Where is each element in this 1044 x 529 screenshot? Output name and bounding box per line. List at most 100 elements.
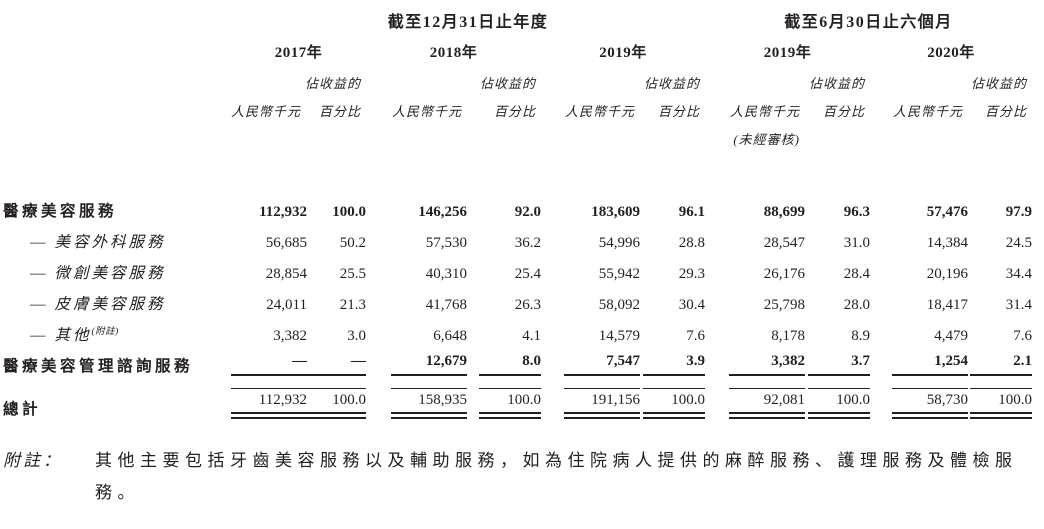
period-group-interim: 截至6月30日止六個月: [784, 14, 953, 31]
value-cell: 50.2: [291, 221, 366, 252]
value-cell: 7.6: [640, 314, 705, 345]
value: 8.9: [851, 328, 871, 344]
value-cell: 12,679: [366, 345, 467, 376]
value-cell: —: [291, 345, 366, 376]
value-cell: 100.0: [640, 388, 706, 419]
value-cell: 36.2: [467, 221, 541, 252]
value: 100.0: [304, 388, 366, 419]
value-cell: 183,609: [541, 190, 640, 221]
value: 29.3: [678, 266, 706, 282]
value: 41,768: [425, 297, 467, 313]
period-group-annual: 截至12月31日止年度: [387, 14, 549, 31]
value-cell: 14,384: [870, 221, 968, 252]
value: 57,476: [926, 204, 969, 220]
value-cell: 28.8: [640, 221, 705, 252]
value: 97.9: [1005, 204, 1033, 220]
value: 100.0: [643, 388, 706, 419]
row-label: 總計: [3, 388, 231, 419]
value-cell: 100.0: [291, 190, 366, 221]
value-cell: 100.0: [467, 388, 541, 419]
value-cell: 28,547: [705, 221, 805, 252]
table-row: 醫療美容管理諮詢服務 — — 12,679 8.0 7,547 3.9 3,382 3.7 1,2…: [3, 345, 1033, 376]
value: 112,932: [259, 204, 307, 220]
value-cell: 100.0: [805, 388, 871, 419]
table-row: — 其他(附註) 3,382 3.0 6,648 4.1 14,579 7.6 8,178 8.9…: [3, 314, 1032, 345]
value-cell: 55,942: [541, 252, 640, 283]
row-label: 醫療美容服務: [3, 190, 231, 221]
header-spacer: [870, 62, 968, 92]
header-spacer: [805, 120, 870, 148]
value: 40,310: [425, 266, 467, 282]
unaudited-note: (未經審核): [733, 132, 801, 147]
row-label: — 微創美容服務: [3, 252, 231, 283]
header-spacer: [541, 62, 640, 92]
pct-of-revenue-header: 佔收益的: [644, 76, 701, 91]
pct-of-revenue-header: 佔收益的: [809, 76, 866, 91]
value: 28.0: [843, 297, 871, 313]
value-cell: 3.9: [640, 345, 706, 376]
value: 96.3: [843, 204, 871, 220]
value-cell: 92,081: [705, 388, 806, 419]
value: 26,176: [763, 266, 806, 282]
value-cell: 112,932: [231, 190, 307, 221]
header-spacer: [640, 120, 705, 148]
table-row: — 美容外科服務 56,685 50.2 57,530 36.2 54,996 28.8 28,…: [3, 221, 1032, 252]
value-cell: 28.4: [805, 252, 870, 283]
value-cell: 41,768: [366, 283, 467, 314]
indent-dash: —: [30, 265, 46, 282]
row-label-text: 醫療美容服務: [3, 203, 118, 220]
header-spacer: [231, 120, 291, 148]
row-label: — 其他(附註): [3, 314, 231, 345]
row-label-text: 皮膚美容服務: [54, 296, 166, 313]
header-spacer: [870, 120, 968, 148]
value-cell: 6,648: [366, 314, 467, 345]
indent-dash: —: [30, 234, 46, 251]
value-cell: 14,579: [541, 314, 640, 345]
value: 50.2: [339, 235, 366, 251]
value-cell: 21.3: [291, 283, 366, 314]
row-label-text: 總計: [3, 401, 42, 418]
value: 24.5: [1005, 235, 1033, 251]
value: 7,547: [564, 353, 640, 376]
row-label-text: 微創美容服務: [54, 265, 166, 282]
value: 183,609: [591, 204, 640, 220]
value-cell: 29.3: [640, 252, 705, 283]
value-cell: 3,382: [705, 345, 806, 376]
value: 100.0: [332, 204, 366, 220]
value: —: [304, 353, 366, 376]
amount-unit-header: 人民幣千元: [730, 104, 801, 119]
pct-header: 百分比: [823, 104, 866, 119]
value: 28.8: [678, 235, 706, 251]
value-cell: 58,730: [870, 388, 969, 419]
footnote-label: 附註：: [3, 451, 63, 470]
value-cell: 146,256: [366, 190, 467, 221]
value: 26.3: [514, 297, 541, 313]
value: 25.4: [514, 266, 541, 282]
period-group-row: 截至12月31日止年度 截至6月30日止六個月: [3, 6, 1032, 32]
value-cell: 4.1: [467, 314, 541, 345]
value-cell: 26.3: [467, 283, 541, 314]
value-cell: 18,417: [870, 283, 968, 314]
value: 14,384: [926, 235, 969, 251]
value-cell: 34.4: [968, 252, 1032, 283]
value-cell: 4,479: [870, 314, 968, 345]
value: 3.7: [808, 353, 871, 376]
value-cell: 20,196: [870, 252, 968, 283]
header-spacer: [3, 32, 231, 62]
value-cell: 191,156: [541, 388, 640, 419]
value: 6,648: [433, 328, 467, 344]
value-cell: 8.9: [805, 314, 870, 345]
header-spacer: [3, 120, 231, 148]
header-spacer: [541, 120, 640, 148]
header-spacer: [366, 62, 467, 92]
value: 8.0: [479, 353, 541, 376]
value: 36.2: [514, 235, 541, 251]
value: 28,854: [265, 266, 307, 282]
value: 54,996: [598, 235, 640, 251]
row-label-text: 醫療美容管理諮詢服務: [3, 358, 194, 375]
header-spacer: [968, 120, 1032, 148]
value: 7.6: [1013, 328, 1033, 344]
value-cell: 57,530: [366, 221, 467, 252]
value: 55,942: [598, 266, 640, 282]
